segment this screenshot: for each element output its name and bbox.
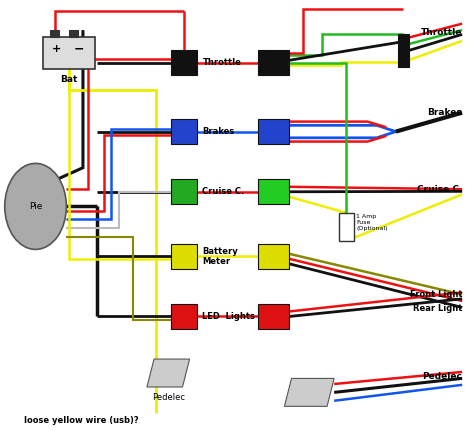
Text: +: + (52, 44, 62, 55)
Bar (69, 30, 78, 37)
Ellipse shape (5, 163, 66, 249)
Bar (171, 50, 197, 75)
Text: loose yellow wire (usb)?: loose yellow wire (usb)? (24, 416, 138, 425)
Text: Brakes: Brakes (202, 127, 235, 136)
Text: Throttle: Throttle (202, 58, 241, 67)
Bar (339, 213, 354, 241)
Text: Rear Light: Rear Light (413, 304, 462, 313)
Bar (171, 179, 197, 204)
Bar (258, 119, 289, 144)
Text: Pie: Pie (29, 202, 42, 211)
Bar (171, 119, 197, 144)
Text: 1 Amp
Fuse
(Optional): 1 Amp Fuse (Optional) (356, 214, 388, 231)
Text: Cruise C.: Cruise C. (202, 187, 245, 196)
Bar (258, 244, 289, 269)
Bar (171, 244, 197, 269)
Polygon shape (147, 359, 190, 387)
Bar (171, 304, 197, 329)
Bar (258, 179, 289, 204)
Bar (50, 30, 59, 37)
Text: Pedelec: Pedelec (152, 393, 185, 402)
Text: Battery
Meter: Battery Meter (202, 246, 238, 266)
Text: LED  Lights: LED Lights (202, 312, 255, 321)
Text: −: − (73, 43, 84, 56)
Bar (258, 304, 289, 329)
Text: Front Light: Front Light (410, 290, 462, 299)
Text: Cruise C.: Cruise C. (417, 185, 462, 194)
Bar (398, 34, 409, 67)
Bar (258, 50, 289, 75)
Polygon shape (284, 378, 334, 406)
Bar (43, 37, 95, 69)
Text: Pedelec: Pedelec (422, 372, 462, 381)
Text: Bat: Bat (60, 75, 77, 84)
Text: Brakes: Brakes (428, 108, 462, 117)
Text: Throttle: Throttle (421, 28, 462, 37)
